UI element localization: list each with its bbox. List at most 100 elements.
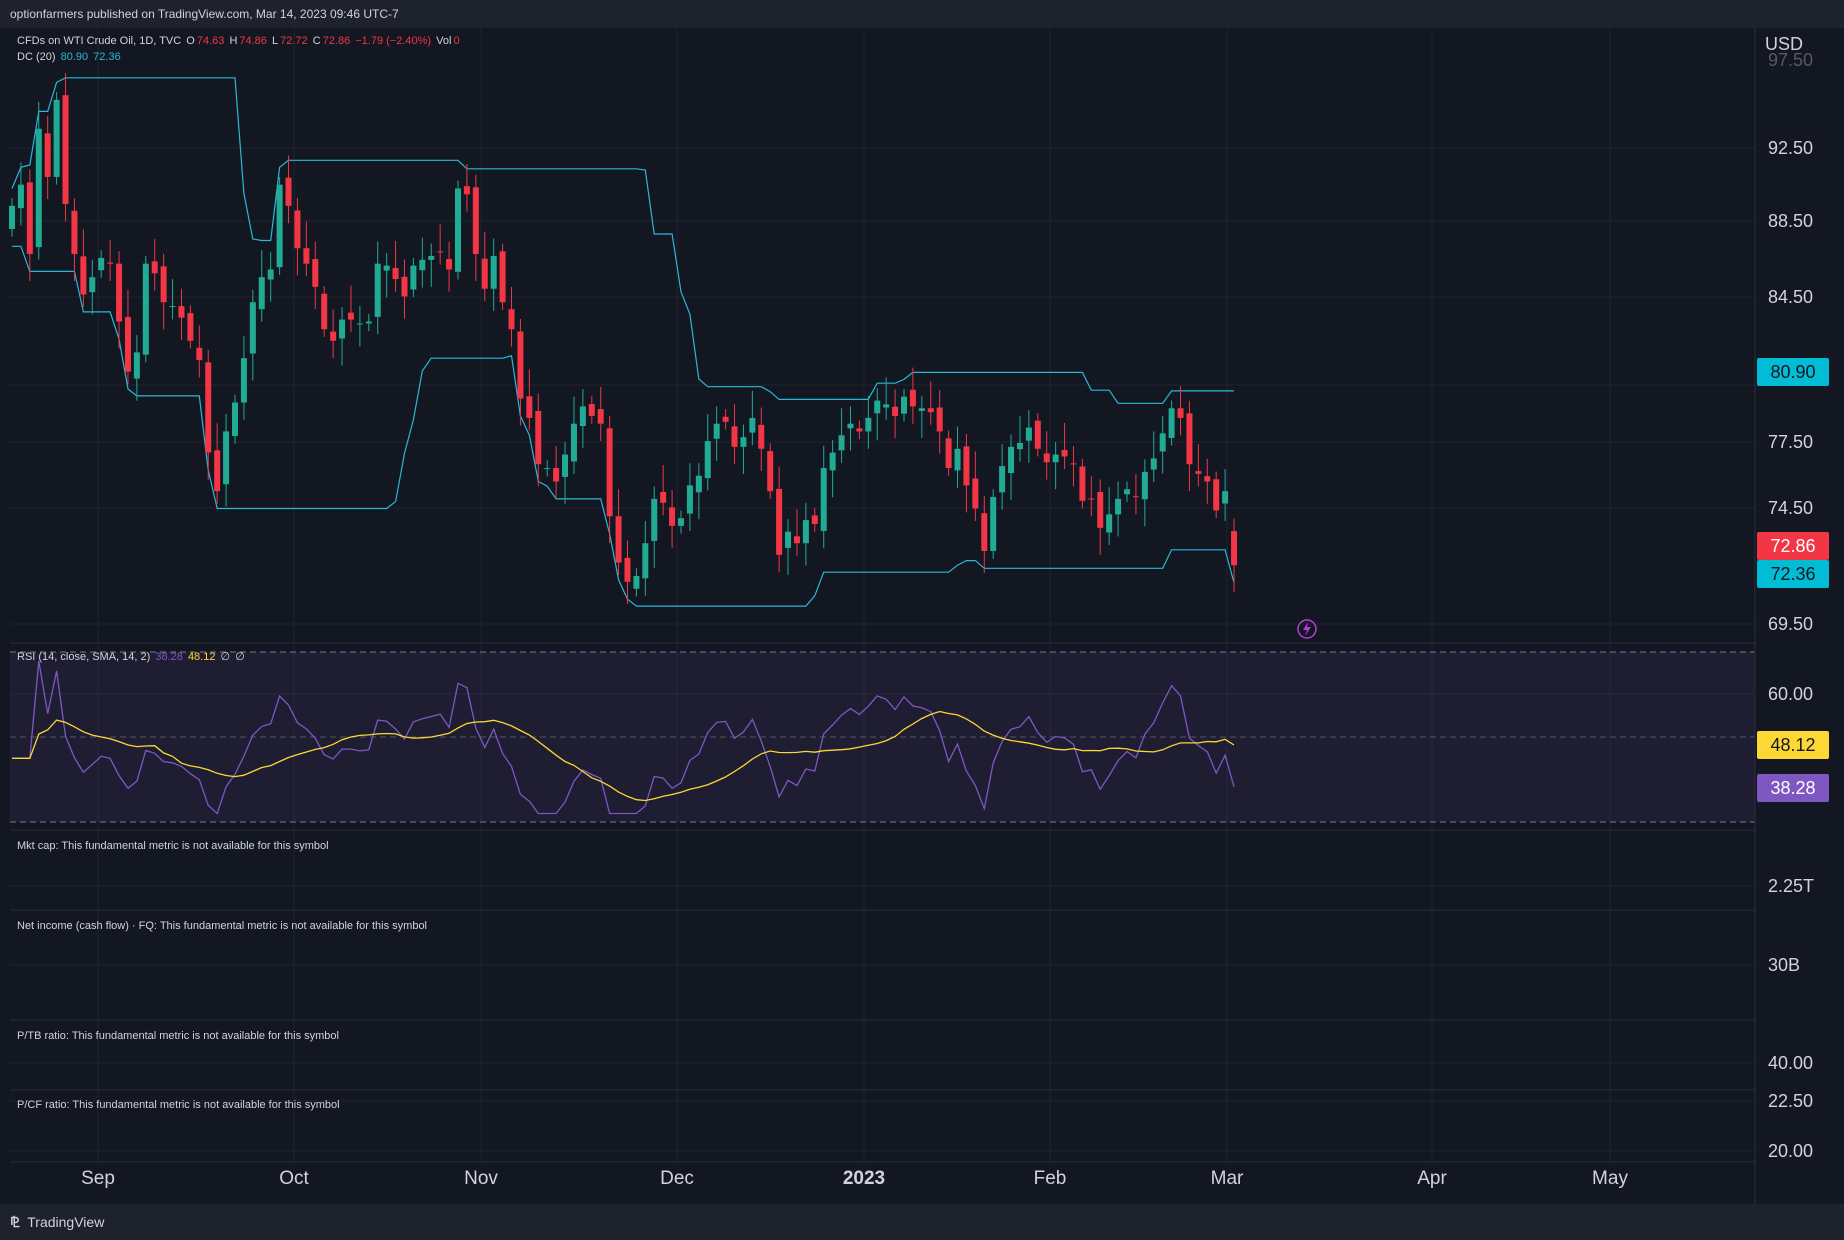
candle-body <box>160 266 167 303</box>
candlestick-series <box>9 73 1238 604</box>
candle-body <box>133 352 140 379</box>
price-tick: 84.50 <box>1768 287 1814 307</box>
last-price-badge: 72.86 <box>1757 532 1829 560</box>
candle-body <box>544 468 551 470</box>
candle-body <box>178 306 185 318</box>
time-tick: Dec <box>660 1168 694 1189</box>
candle-body <box>633 576 640 589</box>
candle-body <box>294 210 301 249</box>
close-label: C <box>312 35 321 47</box>
candle-body <box>722 416 729 422</box>
candle-body <box>606 428 613 517</box>
lightning-icon[interactable] <box>1297 619 1317 639</box>
candle-body <box>740 437 747 447</box>
candle-body <box>472 187 479 255</box>
candle-body <box>972 478 979 509</box>
candle-body <box>1016 442 1023 450</box>
candle-body <box>811 515 818 524</box>
candle-body <box>312 259 319 287</box>
candle-body <box>704 441 711 479</box>
candle-body <box>883 404 890 408</box>
candle-body <box>981 513 988 551</box>
candle-body <box>1231 531 1238 566</box>
time-tick: Feb <box>1033 1168 1067 1189</box>
candle-body <box>303 248 310 264</box>
dc-legend[interactable]: DC (20) 80.90 72.36 <box>17 51 123 63</box>
low-label: L <box>271 35 279 47</box>
candle-body <box>749 417 756 433</box>
candle-body <box>1025 427 1032 441</box>
rsi-sma-badge: 48.12 <box>1757 731 1829 759</box>
candle-body <box>455 188 461 272</box>
footer-bar: ⅊ TradingView <box>0 1204 1844 1240</box>
fundamental-mkt-cap: Mkt cap: This fundamental metric is not … <box>17 840 329 852</box>
candle-body <box>205 362 212 453</box>
candle-body <box>410 265 417 290</box>
symbol-name: CFDs on WTI Crude Oil, 1D, TVC <box>17 35 182 47</box>
candle-body <box>267 269 274 280</box>
candle-body <box>570 423 577 462</box>
candle-body <box>17 184 24 209</box>
price-tick: 97.50 <box>1768 50 1814 70</box>
candle-body <box>660 491 667 503</box>
candle-body <box>597 409 604 424</box>
candle-body <box>169 306 176 308</box>
candle-body <box>276 184 283 268</box>
price-tick: 69.50 <box>1768 614 1814 634</box>
candle-body <box>223 431 230 485</box>
donchian-channel <box>11 77 1235 607</box>
candle-body <box>240 358 247 403</box>
fund-tick: 2.25T <box>1768 876 1815 896</box>
candle-body <box>615 516 622 563</box>
candle-body <box>356 323 363 325</box>
candle-body <box>847 423 854 429</box>
chart-canvas[interactable] <box>0 28 1844 1204</box>
time-tick: May <box>1592 1168 1628 1189</box>
candle-body <box>446 259 453 270</box>
fundamental-ptb: P/TB ratio: This fundamental metric is n… <box>17 1030 339 1042</box>
dc-upper-badge: 80.90 <box>1757 358 1829 386</box>
candle-body <box>89 277 96 293</box>
rsi-sma-value: 48.12 <box>187 651 216 663</box>
candle-body <box>365 321 372 324</box>
rsi-extra-2: ∅ <box>235 651 245 663</box>
brand-name[interactable]: TradingView <box>27 1214 105 1230</box>
candle-body <box>758 424 765 449</box>
time-tick: Mar <box>1210 1168 1244 1189</box>
candle-body <box>330 331 337 341</box>
candle-body <box>945 438 952 469</box>
candle-body <box>517 331 524 399</box>
dc-upper-value: 80.90 <box>60 51 89 63</box>
volume-label: Vol <box>436 35 452 47</box>
open-label: O <box>186 35 195 47</box>
price-tick: 92.50 <box>1768 138 1814 158</box>
candle-body <box>1177 408 1184 418</box>
candle-body <box>35 128 42 248</box>
candle-body <box>419 259 426 271</box>
candle-body <box>80 256 87 295</box>
dc-label: DC (20) <box>17 51 56 63</box>
candle-body <box>562 454 569 477</box>
candle-body <box>776 488 783 555</box>
candle-body <box>428 255 435 260</box>
rsi-series <box>12 660 1235 815</box>
candle-body <box>142 263 149 355</box>
price-tick: 88.50 <box>1768 211 1814 231</box>
rsi-legend[interactable]: RSI (14, close, SMA, 14, 2) 38.28 48.12 … <box>17 650 247 663</box>
currency-label[interactable]: USD <box>1765 34 1804 54</box>
time-tick: Oct <box>279 1168 309 1189</box>
candle-body <box>1097 491 1104 528</box>
candle-body <box>936 407 943 432</box>
candle-body <box>927 408 934 413</box>
rsi-badge: 38.28 <box>1757 774 1829 802</box>
rsi-label: RSI (14, close, SMA, 14, 2) <box>17 651 151 663</box>
rsi-extra-1: ∅ <box>220 651 231 663</box>
candle-body <box>918 408 925 411</box>
candle-body <box>1141 471 1148 500</box>
candle-body <box>463 186 470 195</box>
fund-tick: 30B <box>1768 955 1801 975</box>
candle-body <box>829 452 836 471</box>
candle-body <box>187 313 194 341</box>
candle-body <box>1008 446 1015 474</box>
